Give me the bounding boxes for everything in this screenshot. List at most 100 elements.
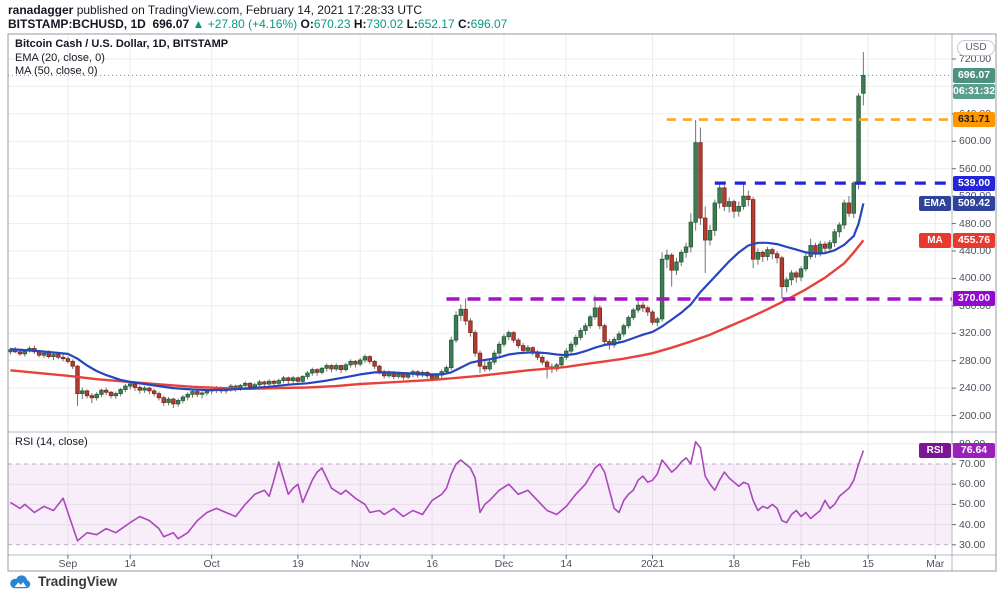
candle-body (655, 318, 660, 323)
candle-body (631, 309, 636, 318)
candle-body (142, 387, 147, 391)
candle-body (741, 195, 746, 207)
ma50-line (10, 239, 865, 390)
main-pane-legend[interactable]: Bitcoin Cash / U.S. Dollar, 1D, BITSTAMP… (15, 38, 228, 79)
time-scale[interactable] (8, 555, 952, 571)
candle-body (161, 397, 166, 403)
candle-body (17, 351, 23, 355)
candle-body (679, 251, 684, 263)
candle-body (832, 231, 837, 244)
price-scale[interactable] (952, 34, 996, 571)
candle-body (118, 389, 123, 395)
open-value: 670.23 (313, 17, 351, 31)
candle-body (750, 199, 756, 260)
candle-body (334, 365, 339, 370)
candle-body (84, 390, 90, 397)
candle-body (640, 304, 646, 309)
candle-body (70, 360, 75, 367)
candle-body (358, 359, 363, 365)
candle-body (703, 217, 708, 241)
close-value: 696.07 (470, 17, 508, 31)
candle-body (195, 391, 200, 395)
ema-legend-row[interactable]: EMA (20, close, 0) (15, 51, 105, 64)
candle-body (65, 358, 71, 362)
footer-brand[interactable]: TradingView (10, 574, 117, 589)
candle-body (338, 365, 344, 371)
quote-line: BITSTAMP:BCHUSD, 1D 696.07 ▲ +27.80 (+4.… (8, 17, 507, 31)
low-value: 652.17 (417, 17, 455, 31)
candle-body (362, 356, 368, 361)
candle-body (41, 352, 47, 356)
candle-body (300, 376, 305, 382)
rsi-line (9, 440, 865, 542)
candle-body (516, 339, 521, 347)
candle-body (717, 187, 722, 204)
candle-body (405, 374, 411, 378)
candle-body (645, 307, 650, 313)
series-title[interactable]: Bitcoin Cash / U.S. Dollar, 1D, BITSTAMP (15, 38, 229, 50)
candle-body (324, 365, 329, 369)
chart-frame (7, 33, 997, 572)
rsi-pane-legend[interactable]: RSI (14, close) (15, 436, 88, 448)
candle-body (166, 398, 171, 403)
candle-body (108, 391, 114, 397)
candle-body (51, 354, 56, 357)
last-price-text: 696.07 (152, 17, 190, 31)
candle-body (185, 393, 190, 398)
candle-body (468, 320, 473, 333)
candle-body (99, 389, 104, 395)
candle-body (597, 307, 602, 327)
candle-body (712, 202, 718, 231)
candle-body (314, 369, 320, 373)
candle-body (674, 261, 679, 271)
tradingview-logo-icon (10, 575, 31, 589)
ma-legend-row[interactable]: MA (50, close, 0) (15, 65, 98, 77)
candle-body (770, 249, 775, 255)
candle-body (266, 380, 272, 385)
rsi-chart-pane[interactable] (8, 432, 952, 555)
candle-body (329, 365, 334, 370)
candle-body (199, 392, 205, 395)
symbol-label: BITSTAMP:BCHUSD, 1D (8, 17, 146, 31)
candle-body (501, 336, 507, 345)
candle-body (496, 343, 502, 354)
candle-body (506, 332, 511, 338)
main-chart-pane[interactable] (8, 34, 952, 432)
candle-body (602, 325, 607, 342)
candle-body (281, 377, 286, 381)
author-name: ranadagger (8, 3, 74, 17)
candle-body (544, 361, 550, 368)
candle-body (104, 389, 109, 393)
candle-body (286, 377, 291, 381)
candle-body (319, 367, 325, 373)
currency-button[interactable]: USD (957, 40, 995, 56)
candle-body (113, 393, 119, 397)
candle-body (487, 361, 492, 370)
candle-body (60, 356, 66, 360)
candle-body (520, 345, 526, 351)
candle-body (837, 224, 842, 233)
candle-body (693, 142, 698, 223)
tradingview-brand-text: TradingView (38, 574, 118, 589)
candle-body (583, 325, 588, 331)
candle-body (372, 360, 377, 367)
candle-body (257, 381, 262, 386)
high-label: H: (353, 17, 367, 31)
candle-body (616, 333, 622, 340)
candle-body (453, 315, 459, 341)
up-arrow-icon: ▲ (192, 17, 205, 31)
candle-body (592, 307, 598, 318)
candle-body (295, 377, 301, 382)
high-value: 730.02 (366, 17, 404, 31)
candle-body (348, 360, 353, 366)
candle-body (367, 356, 372, 362)
candle-body (511, 332, 516, 341)
candle-body (784, 279, 789, 288)
candle-body (80, 390, 85, 395)
candle-body (276, 380, 281, 384)
candle-body (127, 383, 133, 387)
candle-body (190, 391, 195, 395)
candle-body (698, 142, 703, 219)
candle-body (444, 367, 449, 373)
